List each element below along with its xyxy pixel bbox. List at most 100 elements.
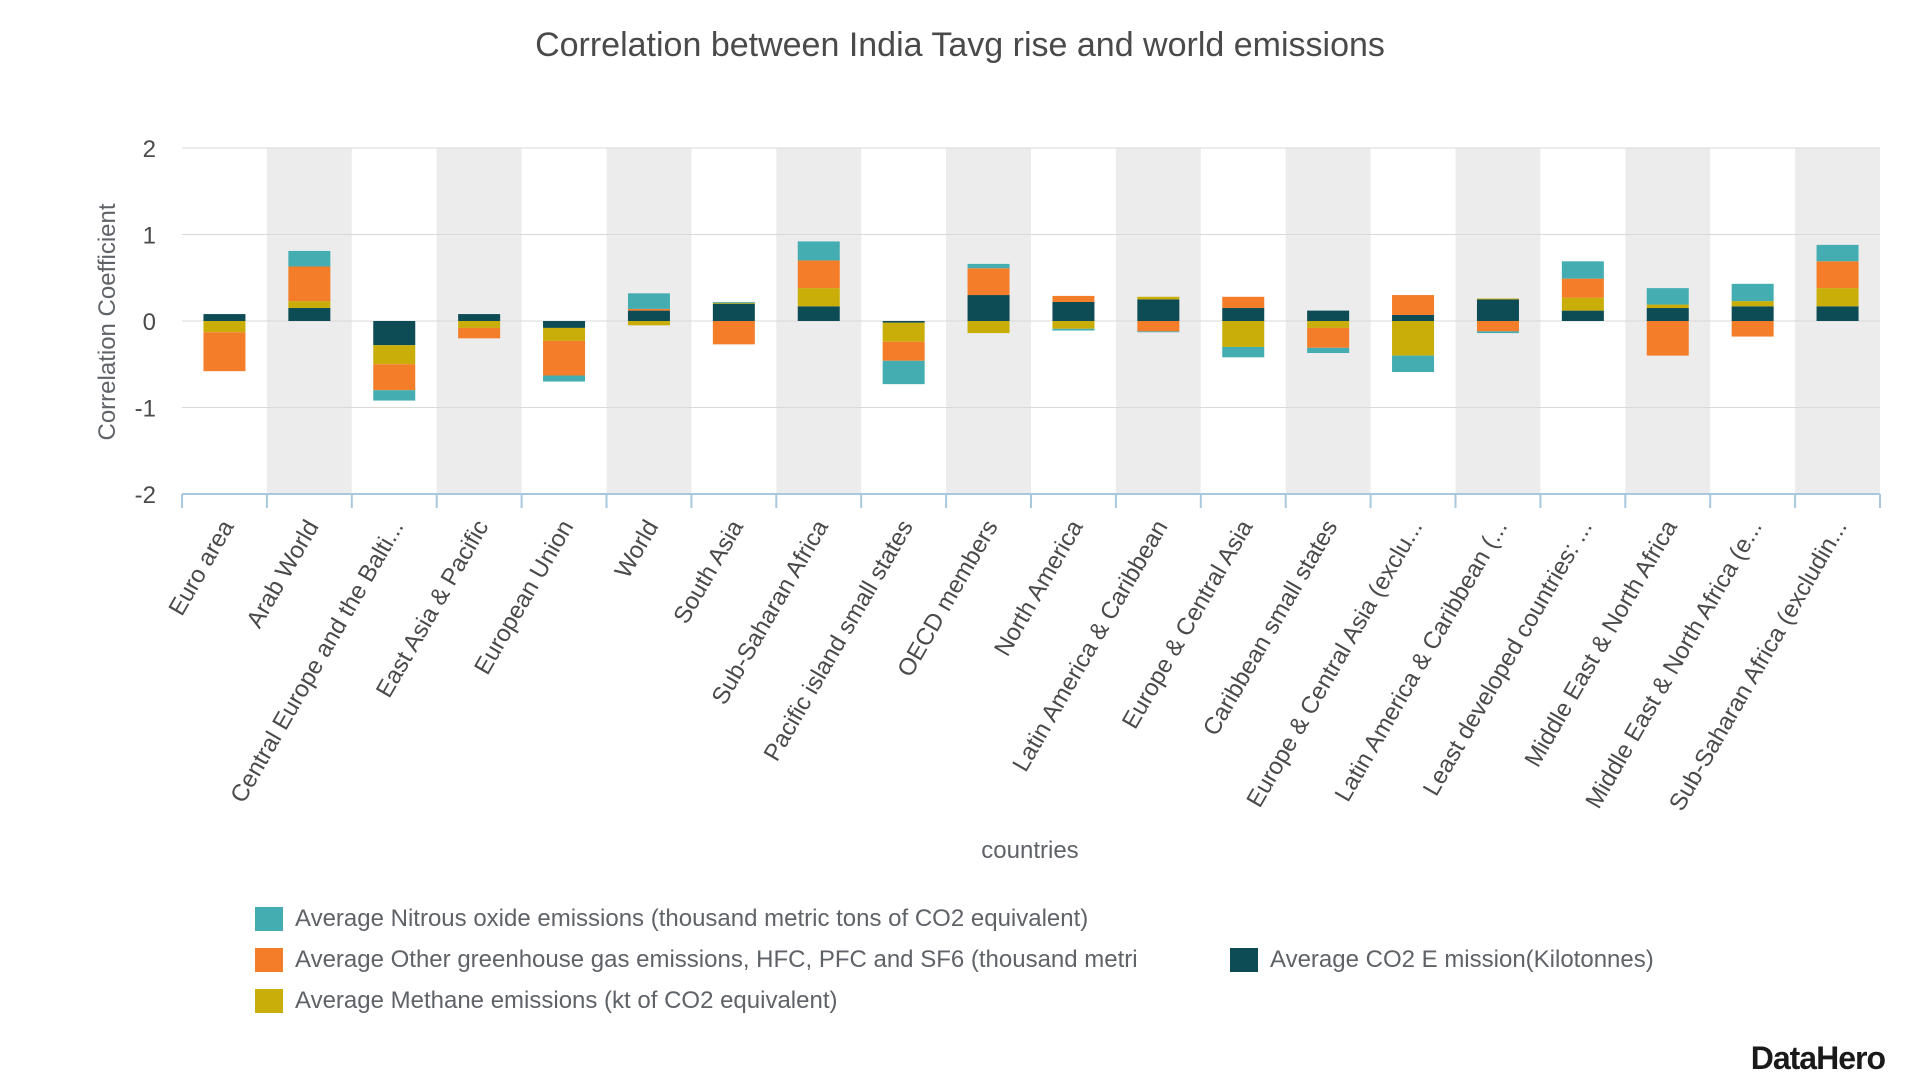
bar-segment[interactable] [373,345,416,365]
bar-segment[interactable] [1816,306,1859,321]
bar-segment[interactable] [797,241,840,261]
bar-segment[interactable] [543,375,586,382]
bar-segment[interactable] [1137,299,1180,321]
bar-segment[interactable] [1307,347,1350,354]
x-tick-label: South Asia [668,515,749,628]
bar-segment[interactable] [797,260,840,289]
bar-segment[interactable] [543,321,586,328]
bar-segment[interactable] [1307,310,1350,321]
bar-segment[interactable] [627,321,670,326]
bar-segment[interactable] [1137,321,1180,332]
bar-segment[interactable] [882,322,925,342]
x-tick-label: Middle East & North Africa (e... [1580,515,1767,813]
bar-segment[interactable] [712,301,755,303]
bar-segment[interactable] [1052,295,1095,302]
x-tick-label: Sub-Saharan Africa (excludin... [1664,516,1853,816]
legend-label-other: Average Other greenhouse gas emissions, … [295,946,1138,973]
x-tick-label: Arab World [241,516,324,633]
legend-swatch-nitrous [255,907,283,931]
bar-segment[interactable] [1137,331,1180,333]
bar-segment[interactable] [1816,288,1859,307]
bar-segment[interactable] [1222,308,1265,321]
bar-segment[interactable] [288,301,331,309]
bar-segment[interactable] [1731,321,1774,337]
bar-segment[interactable] [1222,346,1265,358]
x-tick-label: North America [989,515,1089,661]
bar-segment[interactable] [1816,261,1859,289]
bar-segment[interactable] [797,306,840,321]
bar-segment[interactable] [203,321,246,333]
bar-segment[interactable] [882,321,925,323]
bar-segment[interactable] [967,295,1010,321]
bar-segment[interactable] [967,268,1010,296]
bar-segment[interactable] [1392,295,1435,315]
bar-segment[interactable] [373,390,416,401]
bar-segment[interactable] [373,364,416,391]
bar-segment[interactable] [1561,310,1604,321]
x-tick-label: Middle East & North Africa [1520,515,1684,772]
bar-segment[interactable] [1222,296,1265,309]
bar-segment[interactable] [967,263,1010,269]
bar-segment[interactable] [1392,355,1435,373]
bar-segment[interactable] [1646,308,1689,321]
bar-segment[interactable] [1307,327,1350,348]
bar-segment[interactable] [288,308,331,321]
legend-label-co2: Average CO2 E mission(Kilotonnes) [1270,946,1654,973]
bar-segment[interactable] [1561,297,1604,311]
bar-segment[interactable] [1646,288,1689,305]
bar-segment[interactable] [1222,321,1265,347]
bar-segment[interactable] [1731,283,1774,302]
bar-segment[interactable] [1137,296,1180,300]
y-axis-ticks: 2 1 0 -1 -2 [135,136,156,509]
legend-item-methane[interactable]: Average Methane emissions (kt of CO2 equ… [255,987,838,1015]
bar-segment[interactable] [1476,331,1519,334]
y-tick-label: -2 [135,482,156,509]
bar-segment[interactable] [712,303,755,321]
bar-segment[interactable] [1646,321,1689,356]
bar-segment[interactable] [1561,278,1604,298]
bar-segment[interactable] [203,332,246,372]
legend-item-other[interactable]: Average Other greenhouse gas emissions, … [255,946,1138,974]
bar-segment[interactable] [797,288,840,307]
legend-label-nitrous: Average Nitrous oxide emissions (thousan… [295,905,1089,932]
bar-segment[interactable] [882,341,925,361]
bar-segment[interactable] [1476,298,1519,300]
bar-segment[interactable] [627,308,670,311]
bar-segment[interactable] [1731,306,1774,321]
bar-segment[interactable] [1816,244,1859,262]
legend-item-nitrous[interactable]: Average Nitrous oxide emissions (thousan… [255,905,1088,933]
bar-segment[interactable] [1561,261,1604,279]
bar-segment[interactable] [1476,299,1519,321]
bar-segment[interactable] [627,310,670,321]
bar-segment[interactable] [1052,328,1095,331]
bar-segment[interactable] [203,314,246,321]
bar-segment[interactable] [288,250,331,267]
bar-segment[interactable] [458,321,501,328]
bar-segment[interactable] [967,321,1010,334]
x-tick-label: Least developed countries: ... [1418,516,1598,801]
bar-segment[interactable] [712,321,755,345]
bar-segment[interactable] [1476,321,1519,332]
bar-segment[interactable] [1392,321,1435,356]
y-tick-label: 2 [143,136,156,163]
bar-segment[interactable] [458,327,501,339]
bar-segment[interactable] [543,340,586,376]
bar-segment[interactable] [1052,321,1095,329]
bar-segment[interactable] [1052,301,1095,321]
bar-segment[interactable] [458,314,501,321]
bar-segment[interactable] [627,293,670,309]
bar-segment[interactable] [373,321,416,346]
x-tick-label: Latin America & Caribbean [1007,516,1173,777]
bar-segment[interactable] [288,266,331,302]
bar-segment[interactable] [712,302,755,304]
chart-title: Correlation between India Tavg rise and … [535,26,1385,64]
bar-segment[interactable] [543,327,586,341]
bar-segment[interactable] [1646,304,1689,309]
legend-item-co2[interactable]: Average CO2 E mission(Kilotonnes) [1230,946,1654,974]
y-axis-label: Correlation Coefficient [94,203,121,440]
bar-segment[interactable] [1731,301,1774,307]
x-tick-label: Pacific island small states [759,516,919,766]
bar-segment[interactable] [1307,321,1350,328]
bar-segment[interactable] [882,360,925,385]
bar-segment[interactable] [1392,314,1435,321]
